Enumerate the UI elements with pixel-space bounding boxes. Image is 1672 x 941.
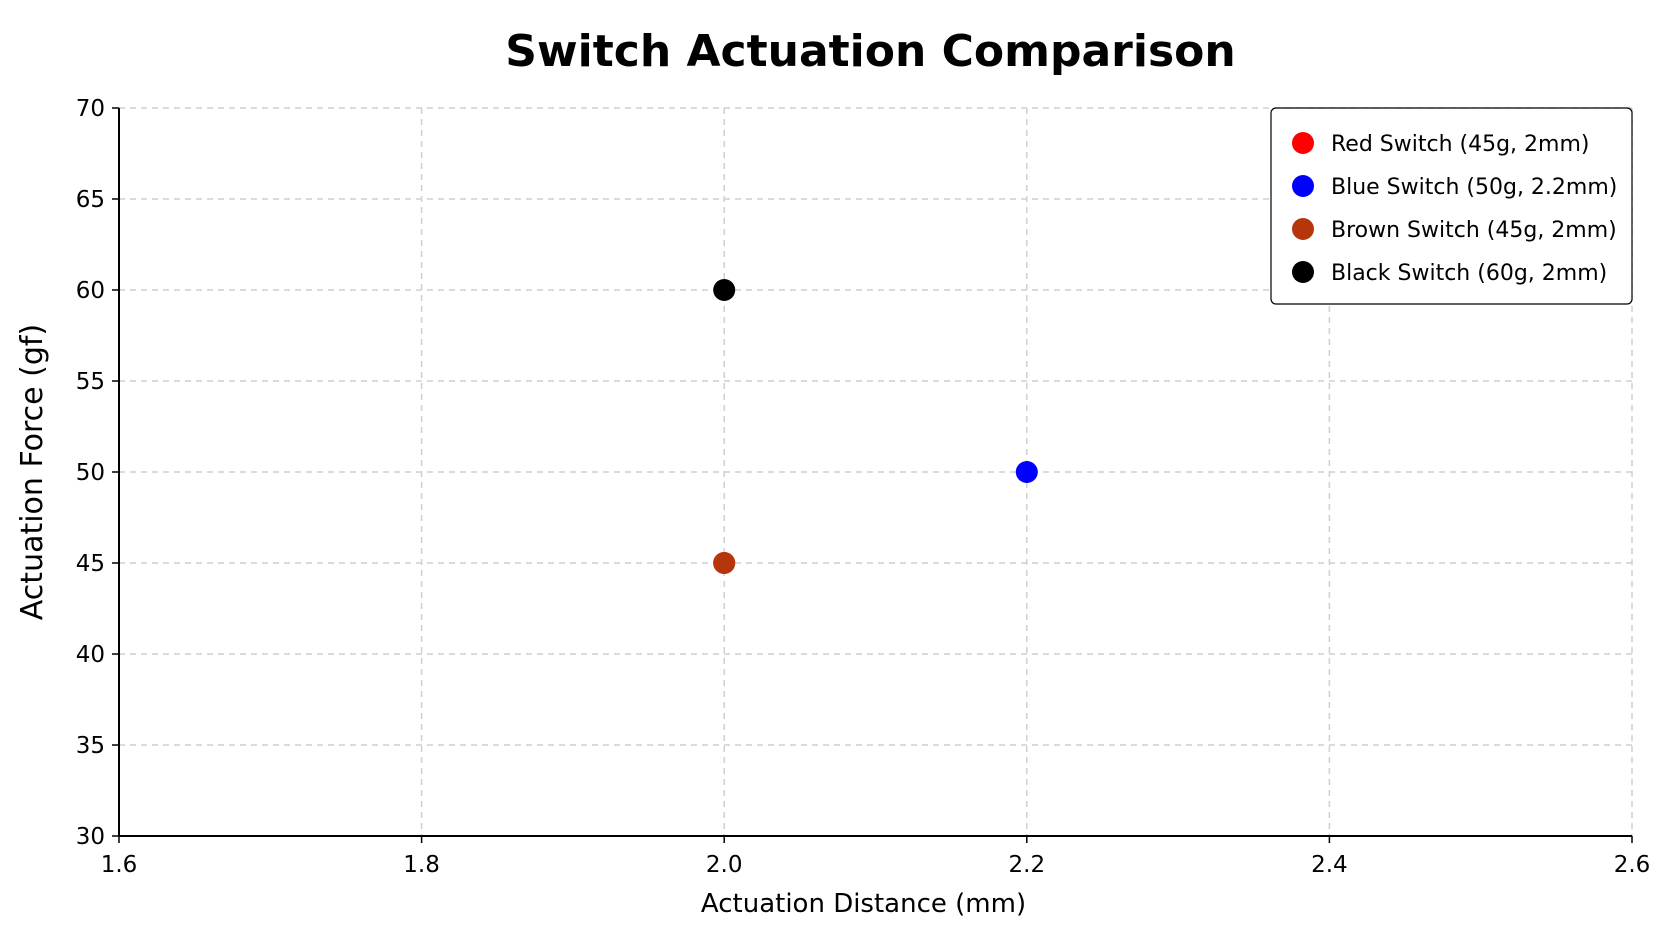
y-tick-label: 35 xyxy=(76,733,105,759)
y-tick-label: 40 xyxy=(76,642,105,668)
legend-entry-label: Brown Switch (45g, 2mm) xyxy=(1331,218,1617,243)
x-tick-label: 1.8 xyxy=(403,852,440,878)
x-axis-label: Actuation Distance (mm) xyxy=(701,889,1026,919)
tick-layer: 1.6 1.8 2.0 2.2 2.4 2.6 30 35 40 45 50 55 60 65 70 xyxy=(76,96,1651,878)
x-tick-label: 1.6 xyxy=(101,852,138,878)
legend-entry-label: Black Switch (60g, 2mm) xyxy=(1331,261,1607,286)
y-tick-label: 55 xyxy=(76,369,105,395)
data-point xyxy=(713,279,736,301)
x-tick-label: 2.6 xyxy=(1614,852,1651,878)
x-tick-label: 2.2 xyxy=(1009,852,1046,878)
x-tick-label: 2.0 xyxy=(706,852,743,878)
y-axis-label: Actuation Force (gf) xyxy=(15,324,50,620)
y-tick-label: 50 xyxy=(76,460,105,486)
point-layer xyxy=(713,279,1038,574)
x-tick-label: 2.4 xyxy=(1311,852,1348,878)
data-point xyxy=(713,552,736,574)
legend-marker xyxy=(1292,175,1314,197)
legend-marker xyxy=(1292,261,1314,283)
y-tick-label: 70 xyxy=(76,96,105,122)
legend-box xyxy=(1270,107,1633,305)
y-tick-label: 65 xyxy=(76,187,105,213)
legend-entry-label: Red Switch (45g, 2mm) xyxy=(1331,132,1590,157)
data-point xyxy=(1015,461,1038,483)
legend-marker xyxy=(1292,218,1314,240)
legend: Red Switch (45g, 2mm) Blue Switch (50g, 2… xyxy=(1270,107,1633,305)
y-tick-label: 60 xyxy=(76,278,105,304)
chart-title: Switch Actuation Comparison xyxy=(505,26,1235,77)
y-tick-label: 30 xyxy=(76,824,105,850)
legend-marker xyxy=(1292,132,1314,154)
y-tick-label: 45 xyxy=(76,551,105,577)
legend-entry-label: Blue Switch (50g, 2.2mm) xyxy=(1331,175,1617,200)
